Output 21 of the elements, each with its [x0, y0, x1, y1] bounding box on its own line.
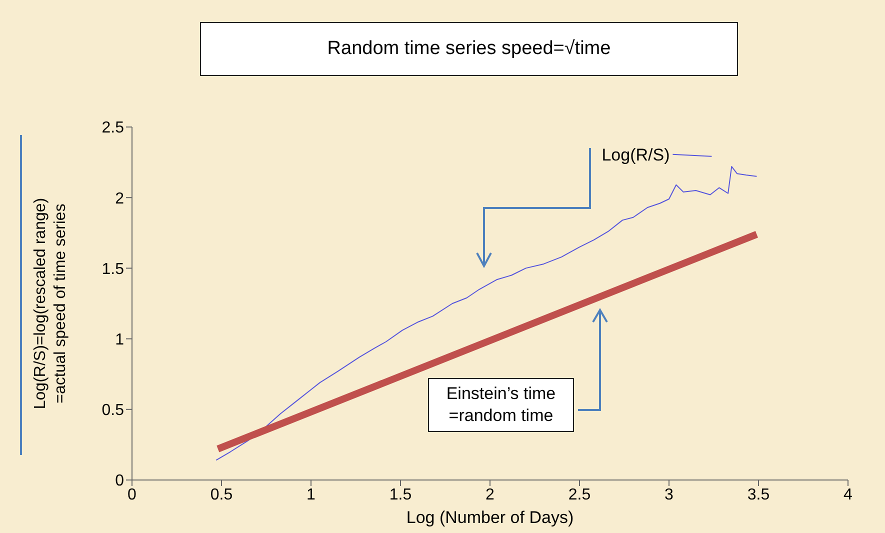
- y-tick-label: 1.5: [102, 260, 124, 278]
- legend-label: Log(R/S): [602, 145, 670, 164]
- x-tick-label: 1.5: [389, 486, 412, 504]
- y-tick-label: 2.5: [102, 120, 124, 137]
- y-tick-label: 0: [115, 472, 124, 490]
- x-tick-label: 1: [306, 486, 316, 504]
- y-tick-label: 1: [115, 331, 124, 348]
- x-tick-label: 0.5: [210, 486, 233, 504]
- annotation: Einstein’s time =random time: [428, 378, 574, 432]
- x-axis-title: Log (Number of Days): [406, 508, 574, 527]
- y-axis-title: Log(R/S)=log(rescaled range) =actual speed of time series: [32, 198, 69, 410]
- x-tick-label: 2: [486, 486, 495, 504]
- x-tick-label: 0: [128, 486, 137, 504]
- y-tick-label: 0.5: [102, 402, 124, 420]
- y-tick-label: 2: [115, 190, 124, 208]
- x-tick-label: 3.5: [747, 486, 770, 504]
- x-tick-label: 2.5: [568, 486, 591, 504]
- line-series: [216, 166, 758, 461]
- x-tick-label: 4: [844, 486, 853, 504]
- x-tick-label: 3: [664, 486, 674, 504]
- chart-title: Random time series speed=√time: [200, 22, 738, 76]
